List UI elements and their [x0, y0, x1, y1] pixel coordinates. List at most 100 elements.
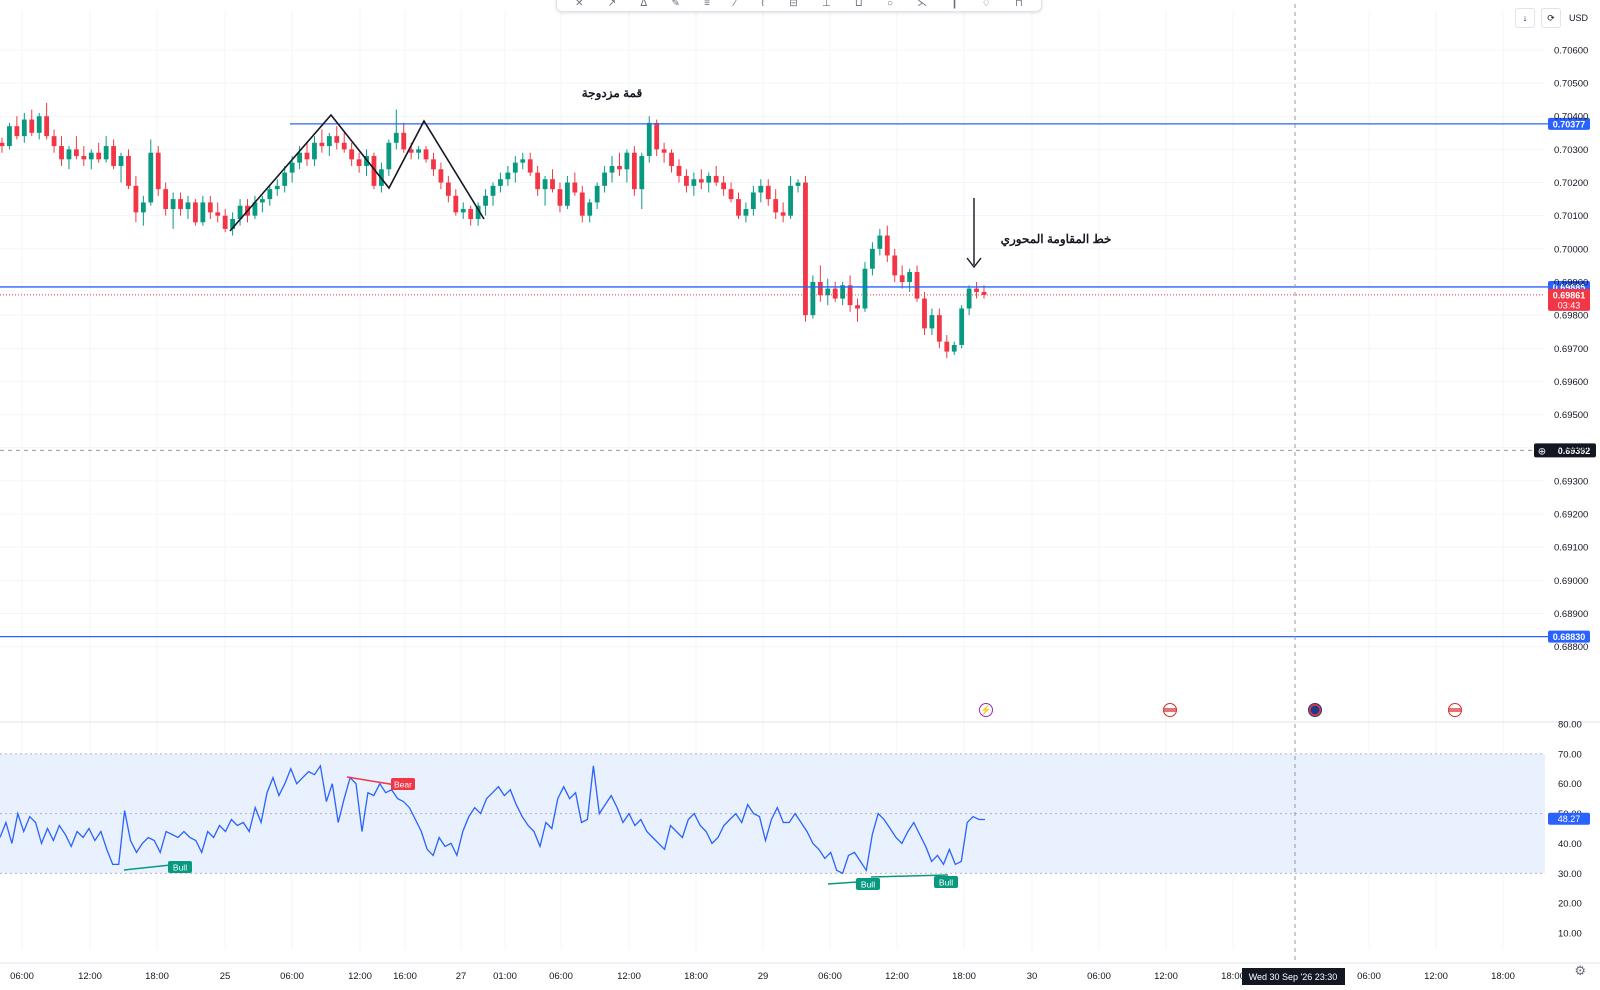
currency-label[interactable]: USD [1568, 13, 1588, 23]
double-top-pattern-drawing[interactable] [229, 113, 485, 232]
price-label-text: 0.69885 [1553, 282, 1586, 292]
candle-body [773, 199, 779, 213]
candle-body [557, 189, 563, 206]
indicator-value-badge [1548, 812, 1590, 825]
candle-body [907, 272, 913, 282]
candle-body [572, 182, 578, 193]
price-tick-label: 0.69000 [1554, 576, 1588, 587]
candles [0, 102, 987, 359]
time-tick-label: 12:00 [885, 971, 909, 982]
price-tick-label: 0.69200 [1554, 510, 1588, 521]
candle-body [550, 179, 555, 190]
indicator-axis: 80.0070.0060.0050.0040.0030.0020.0010.00… [1548, 719, 1590, 940]
divergence-marker: Bear [346, 776, 415, 790]
last-price-text: 0.69861 [1553, 290, 1586, 300]
candle-body [453, 195, 459, 213]
candle-body [356, 159, 362, 166]
download-icon[interactable]: ↓ [1514, 8, 1535, 28]
toolbar-tool-icon[interactable]: ⌇ [760, 0, 766, 9]
settings-gear-icon[interactable]: ⚙ [1574, 963, 1586, 978]
candle-body [698, 179, 704, 183]
sync-icon[interactable]: ⟳ [1540, 8, 1561, 28]
candle-body [230, 218, 236, 229]
toolbar-tool-icon[interactable]: ⁄ [734, 0, 736, 9]
price-tick-label: 0.69500 [1554, 410, 1588, 421]
toolbar-tool-icon[interactable]: ᐃ [640, 0, 648, 9]
us-flag-icon[interactable] [1163, 703, 1177, 717]
lightning-icon[interactable]: ⚡ [979, 703, 993, 717]
candle-body [713, 175, 719, 183]
candle-body [490, 185, 496, 196]
candle-body [631, 152, 637, 190]
divergence-badge [391, 778, 415, 790]
candle-body [155, 152, 161, 190]
price-tick-label: 0.70100 [1554, 211, 1588, 222]
drawing-toolbar[interactable]: ✕ ↗ ᐃ ✎ ≡ ⁄ ⌇ ⊟ ⊥ ⊔ ○ ⋋ ┃ ♢ ⊓ [556, 0, 1042, 12]
candle-body [274, 185, 280, 190]
candle-body [252, 202, 258, 216]
candle-body [0, 142, 5, 147]
crosshair-price-text: 0.69392 [1558, 446, 1591, 456]
candle-body [884, 235, 890, 256]
us-flag-icon[interactable] [1448, 703, 1462, 717]
candle-body [639, 156, 645, 190]
candle-body [148, 152, 154, 203]
candle-body [966, 288, 972, 309]
candle-body [765, 185, 771, 200]
candle-body [36, 116, 42, 133]
indicator-tick-label: 80.00 [1558, 719, 1582, 730]
candle-body [81, 156, 87, 160]
candle-body [59, 146, 64, 160]
candle-body [981, 291, 987, 295]
candle-body [289, 162, 295, 173]
divergence-badge [934, 876, 958, 888]
down-arrow-icon[interactable] [966, 257, 982, 269]
toolbar-tool-icon[interactable]: ✎ [671, 0, 680, 9]
price-label-text: 0.70377 [1553, 119, 1586, 129]
divergence-label: Bear [394, 780, 412, 790]
toolbar-tool-icon[interactable]: ⊓ [1015, 0, 1023, 9]
toolbar-tool-icon[interactable]: ♢ [981, 0, 991, 9]
candle-body [21, 119, 27, 137]
time-tick-label: 12:00 [1154, 971, 1178, 982]
price-tick-label: 0.69700 [1554, 344, 1588, 355]
candle-body [185, 202, 191, 210]
candle-body [624, 152, 630, 170]
au-flag-icon[interactable] [1308, 703, 1322, 717]
candle-body [29, 119, 35, 133]
toolbar-tool-icon[interactable]: ┃ [951, 0, 958, 9]
candle-body [602, 172, 607, 186]
time-tick-label: 27 [456, 971, 467, 982]
time-tick-label: 18:00 [952, 971, 976, 982]
candle-body [832, 288, 838, 299]
candle-body [222, 215, 228, 229]
toolbar-tool-icon[interactable]: ⊔ [854, 0, 863, 9]
toolbar-tool-icon[interactable]: ⊥ [821, 0, 831, 9]
toolbar-tool-icon[interactable]: ○ [886, 0, 894, 9]
candle-body [914, 272, 920, 299]
indicator-line [0, 764, 985, 875]
price-tick-label: 0.68800 [1554, 642, 1588, 653]
toolbar-tool-icon[interactable]: ✕ [575, 0, 584, 9]
add-alert-icon: ⊕ [1538, 446, 1546, 457]
candle-body [587, 202, 593, 216]
time-tick-label: 18:00 [684, 971, 708, 982]
candle-body [758, 185, 764, 193]
toolbar-tool-icon[interactable]: ⋋ [917, 0, 928, 9]
candle-body [88, 152, 94, 160]
candle-body [51, 136, 57, 147]
crosshair-time-text: Wed 30 Sep '26 23:30 [1249, 972, 1338, 982]
time-tick-label: 30 [1027, 971, 1038, 982]
candle-body [877, 235, 883, 249]
candle-body [505, 172, 511, 180]
candle-body [349, 149, 355, 160]
crosshair-price-badge: ⊕ 0.69392 [1534, 443, 1596, 458]
toolbar-tool-icon[interactable]: ≡ [704, 0, 710, 9]
candle-body [646, 122, 652, 157]
indicator-tick-label: 40.00 [1558, 839, 1582, 850]
toolbar-tool-icon[interactable]: ↗ [607, 0, 617, 9]
toolbar-tool-icon[interactable]: ⊟ [789, 0, 798, 9]
